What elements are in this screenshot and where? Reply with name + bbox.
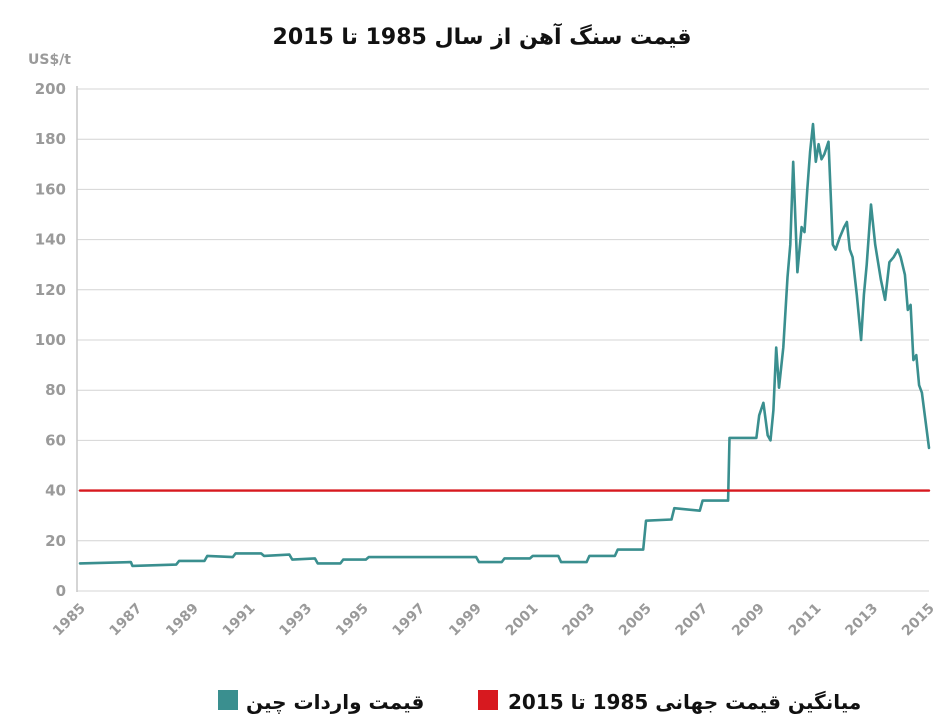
x-tick-label: 1985 [50,601,89,640]
x-tick-label: 1989 [163,601,202,640]
y-tick-label: 60 [45,431,66,449]
x-tick-label: 1993 [276,601,315,640]
y-tick-label: 180 [35,130,66,148]
x-tick-label: 2005 [616,601,655,640]
legend-label-world-average: میانگین قیمت جهانی 1985 تا 2015 [508,690,861,714]
gridlines [77,88,929,592]
y-tick-label: 120 [35,281,66,299]
x-tick-label: 1999 [446,601,485,640]
y-tick-label: 140 [35,231,66,249]
x-tick-label: 2013 [842,601,881,640]
x-tick-label: 2011 [786,601,825,640]
series-line-china-import-price [78,122,931,568]
y-tick-label: 160 [35,180,66,198]
x-tick-label: 1995 [333,601,372,640]
x-tick-label: 1997 [390,601,429,640]
x-tick-label: 1987 [107,601,146,640]
y-tick-label: 80 [45,381,66,399]
y-axis-ticks: 0 20 40 60 80 100 120 140 160 180 200 [35,80,66,600]
y-tick-label: 20 [45,532,66,550]
y-tick-label: 40 [45,482,66,500]
legend-swatch-teal [218,690,238,710]
x-tick-label: 2007 [673,601,712,640]
legend: قیمت واردات چین میانگین قیمت جهانی 1985 … [218,690,861,715]
x-tick-label: 2015 [899,601,938,640]
x-tick-label: 1991 [220,601,259,640]
y-tick-label: 200 [35,80,66,98]
legend-item-world-average: میانگین قیمت جهانی 1985 تا 2015 [478,690,861,714]
x-tick-label: 2001 [503,601,542,640]
legend-label-china-import-price: قیمت واردات چین [246,690,424,715]
x-tick-label: 2009 [729,601,768,640]
y-tick-label: 0 [56,582,66,600]
series-lines [78,122,931,568]
legend-item-china-import-price: قیمت واردات چین [218,690,424,715]
y-tick-label: 100 [35,331,66,349]
legend-swatch-red [478,690,498,710]
x-axis-ticks: 1985 1987 1989 1991 1993 1995 1997 1999 2001 2003… [50,601,938,640]
y-axis-unit: US$/t [28,52,71,68]
x-tick-label: 2003 [559,601,598,640]
chart-title: قیمت سنگ آهن از سال 1985 تا 2015 [273,22,692,50]
